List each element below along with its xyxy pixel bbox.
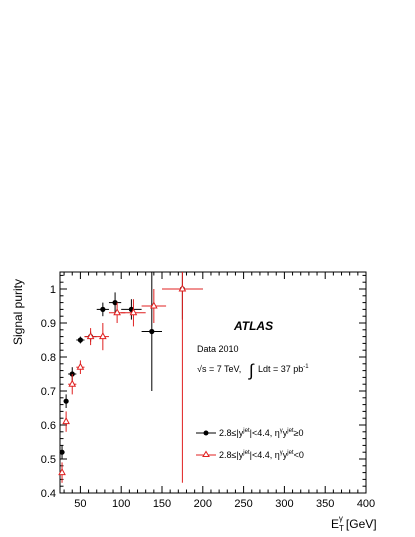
- y-tick-label-2: 0.6: [41, 420, 56, 432]
- lumi-exponent: -1: [303, 364, 309, 370]
- y-tick-label-5: 0.9: [41, 318, 56, 330]
- x-axis-label: ETγ [GeV]: [331, 514, 377, 533]
- data-point-s1-0: [58, 462, 66, 483]
- marker-triangle: [98, 332, 107, 340]
- marker-triangle: [62, 417, 70, 425]
- x-tick-label-2: 150: [153, 498, 171, 510]
- x-tick-label-7: 400: [357, 498, 375, 510]
- x-axis-label-main: E: [331, 517, 339, 531]
- axis-ticks: 50 100 150 200 250 300 350 400 0.4 0.5 0.6 0.7 0.8 0.…: [41, 272, 375, 510]
- legend: 2.8≤|yjet|<4.4, ηγyjet≥0 2.8≤|yjet|<4.4,…: [196, 428, 304, 460]
- data-point-s0-7: [121, 299, 142, 320]
- marker-triangle: [68, 379, 77, 387]
- marker-triangle: [113, 308, 121, 316]
- legend-marker-0: [203, 430, 209, 436]
- y-tick-label-4: 0.8: [41, 352, 56, 364]
- x-tick-label-5: 300: [275, 498, 293, 510]
- atlas-label: ATLAS: [233, 319, 273, 333]
- data-point-s1-4: [84, 328, 97, 346]
- marker-triangle: [149, 301, 158, 309]
- data-point-s0-1: [63, 394, 69, 408]
- integral-sign: ∫: [248, 361, 255, 380]
- x-axis-label-sub: T: [339, 524, 344, 533]
- data-point-s1-9: [162, 272, 203, 483]
- data-point-s0-5: [96, 302, 109, 317]
- lumi-text: Ldt = 37 pb: [258, 364, 303, 374]
- marker-circle: [100, 306, 106, 312]
- data-point-s1-2: [68, 374, 77, 395]
- y-tick-label-3: 0.7: [41, 386, 56, 398]
- legend-label-0: 2.8≤|yjet|<4.4, ηγyjet≥0: [219, 428, 304, 438]
- plot-frame: [59, 271, 367, 494]
- y-tick-label-6: 1: [50, 284, 56, 296]
- data-point-s1-7: [121, 299, 146, 327]
- x-tick-label-0: 50: [74, 498, 86, 510]
- marker-triangle: [86, 332, 95, 340]
- data-point-s1-3: [76, 360, 85, 374]
- data-point-s1-5: [96, 323, 109, 351]
- marker-circle: [112, 300, 118, 306]
- x-tick-label-1: 100: [112, 498, 130, 510]
- series-layer: [58, 272, 203, 483]
- x-axis-label-sup: γ: [339, 514, 343, 523]
- marker-circle: [59, 449, 65, 455]
- x-axis-label-unit: [GeV]: [346, 517, 377, 531]
- legend-entry-1: 2.8≤|yjet|<4.4, ηγyjet<0: [196, 450, 304, 460]
- data-point-s0-0: [59, 445, 65, 459]
- marker-circle: [63, 398, 69, 404]
- marker-circle: [77, 337, 83, 343]
- dataset-label: Data 2010: [197, 344, 239, 354]
- series-1: [58, 272, 203, 483]
- y-tick-label-0: 0.4: [41, 488, 56, 500]
- marker-triangle: [76, 362, 85, 370]
- x-tick-label-6: 350: [316, 498, 334, 510]
- data-point-s0-6: [108, 292, 122, 313]
- lumi-label: Ldt = 37 pb-1: [258, 364, 309, 374]
- energy-label: √s = 7 TeV,: [197, 364, 241, 374]
- data-point-s1-8: [141, 289, 167, 323]
- y-tick-label-1: 0.5: [41, 454, 56, 466]
- x-tick-label-3: 200: [194, 498, 212, 510]
- legend-marker-1: [202, 450, 210, 457]
- data-point-s0-3: [76, 336, 85, 344]
- x-tick-label-4: 250: [234, 498, 252, 510]
- y-axis-label: Signal purity: [11, 279, 25, 345]
- data-point-s0-8: [141, 272, 162, 391]
- legend-entry-0: 2.8≤|yjet|<4.4, ηγyjet≥0: [196, 428, 304, 438]
- legend-label-1: 2.8≤|yjet|<4.4, ηγyjet<0: [219, 450, 304, 460]
- marker-triangle: [58, 468, 66, 476]
- data-point-s1-1: [62, 411, 70, 432]
- marker-triangle: [178, 284, 187, 292]
- marker-circle: [149, 328, 155, 335]
- marker-triangle: [129, 308, 138, 316]
